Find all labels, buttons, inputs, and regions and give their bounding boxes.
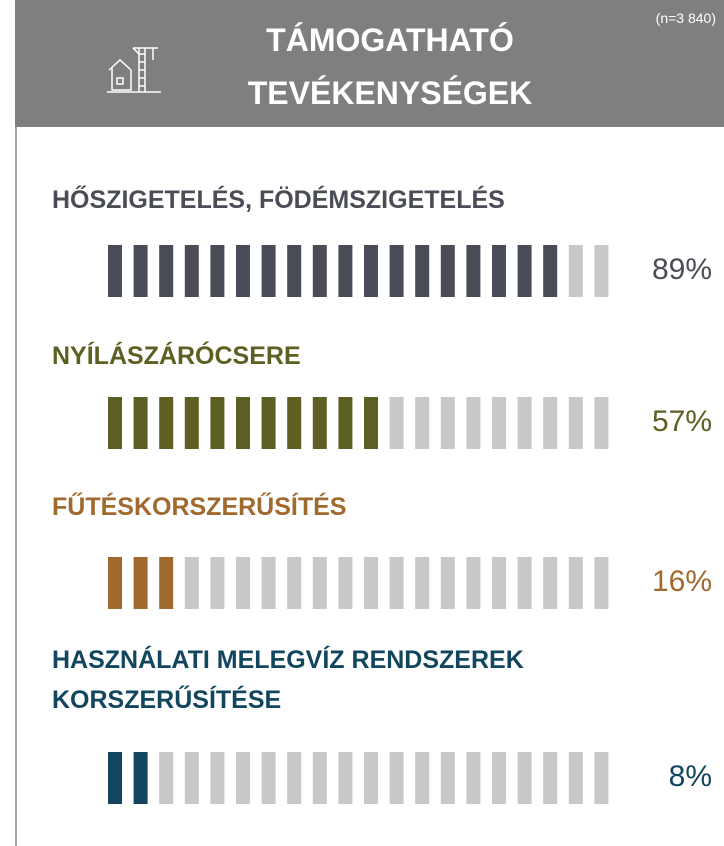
bar-segment — [517, 557, 532, 609]
bar-segment — [517, 245, 532, 297]
bar-segment — [492, 397, 506, 449]
bar-segment — [492, 245, 506, 297]
bar-segment — [389, 397, 404, 449]
bar-segment — [440, 557, 455, 609]
bar-segment — [543, 752, 558, 804]
bar-segment — [210, 397, 225, 449]
bar-segment — [312, 752, 327, 804]
bar-segment — [287, 752, 302, 804]
bar-segment — [108, 245, 122, 297]
bar-segment — [287, 245, 302, 297]
bar-segment — [108, 397, 122, 449]
bar-segment — [440, 752, 455, 804]
bar-segment — [466, 752, 481, 804]
bar-segment — [364, 397, 378, 449]
bar-segment — [338, 397, 353, 449]
bar-segment — [415, 752, 430, 804]
bar-segment — [338, 245, 353, 297]
category-label: NYÍLÁSZÁRÓCSERE — [52, 342, 301, 370]
value-label: 57% — [652, 405, 712, 438]
bar-segment — [108, 752, 122, 804]
bar-segment — [364, 557, 378, 609]
bar-segment — [108, 557, 122, 609]
bar-segment — [184, 752, 199, 804]
bar-segment — [159, 557, 174, 609]
icon — [107, 47, 161, 93]
bar-segment — [210, 557, 225, 609]
bar-segment — [389, 557, 404, 609]
bar-segment — [261, 557, 276, 609]
bar-segment — [287, 557, 302, 609]
bar-segment — [543, 245, 558, 297]
bar-segment — [594, 245, 609, 297]
bar-segment — [210, 245, 225, 297]
category-label: HASZNÁLATI MELEGVÍZ RENDSZEREK KORSZERŰS… — [52, 646, 524, 714]
bar-segment — [543, 557, 558, 609]
bar — [108, 397, 609, 449]
bar-segment — [364, 245, 378, 297]
bar-segment — [338, 752, 353, 804]
bar-segment — [133, 557, 148, 609]
bar-segment — [159, 397, 174, 449]
bar-segment — [261, 397, 276, 449]
bar-segment — [210, 752, 225, 804]
bar-segment — [594, 557, 609, 609]
bar-segment — [492, 752, 506, 804]
category-label: HŐSZIGETELÉS, FÖDÉMSZIGETELÉS — [52, 186, 505, 214]
bar-segment — [364, 752, 378, 804]
bar-segment — [184, 397, 199, 449]
header: TÁMOGATHATÓ TEVÉKENYSÉGEK (n=3 840) — [15, 0, 724, 127]
bar-segment — [159, 245, 174, 297]
bar-segment — [312, 397, 327, 449]
bar-segment — [287, 397, 302, 449]
bar-segment — [568, 752, 583, 804]
subtitle: (n=3 840) — [655, 10, 716, 26]
bar-segment — [440, 397, 455, 449]
bar-segment — [236, 397, 250, 449]
border — [15, 127, 17, 846]
value-label: 16% — [652, 565, 712, 598]
bar-segment — [517, 752, 532, 804]
bar-segment — [184, 557, 199, 609]
bar-segment — [466, 245, 481, 297]
bar-segment — [133, 397, 148, 449]
bar-segment — [594, 752, 609, 804]
bar-segment — [415, 557, 430, 609]
bar — [108, 557, 609, 609]
bar-segment — [466, 557, 481, 609]
bar — [108, 245, 609, 297]
bar-segment — [159, 752, 174, 804]
bar-segment — [568, 397, 583, 449]
bar-segment — [594, 397, 609, 449]
bar-segment — [133, 245, 148, 297]
bar — [108, 752, 609, 804]
bar-segment — [492, 557, 506, 609]
value-label: 89% — [652, 253, 712, 286]
bar-segment — [517, 397, 532, 449]
title: TÁMOGATHATÓ TEVÉKENYSÉGEK — [247, 22, 533, 111]
bar-segment — [236, 557, 250, 609]
bar-segment — [389, 752, 404, 804]
bar-segment — [184, 245, 199, 297]
bar-segment — [133, 752, 148, 804]
bar-segment — [568, 245, 583, 297]
bar-segment — [338, 557, 353, 609]
category-label: FŰTÉSKORSZERŰSÍTÉS — [52, 493, 347, 521]
bar-segment — [312, 557, 327, 609]
bar-segment — [568, 557, 583, 609]
bar-segment — [236, 752, 250, 804]
bar-segment — [236, 245, 250, 297]
bar-segment — [543, 397, 558, 449]
bar-segment — [415, 397, 430, 449]
bar-segment — [312, 245, 327, 297]
bar-segment — [389, 245, 404, 297]
bar-segment — [261, 245, 276, 297]
bar-segment — [261, 752, 276, 804]
bar-segment — [466, 397, 481, 449]
bar-segment — [415, 245, 430, 297]
bar-segment — [440, 245, 455, 297]
value-label: 8% — [669, 760, 712, 793]
